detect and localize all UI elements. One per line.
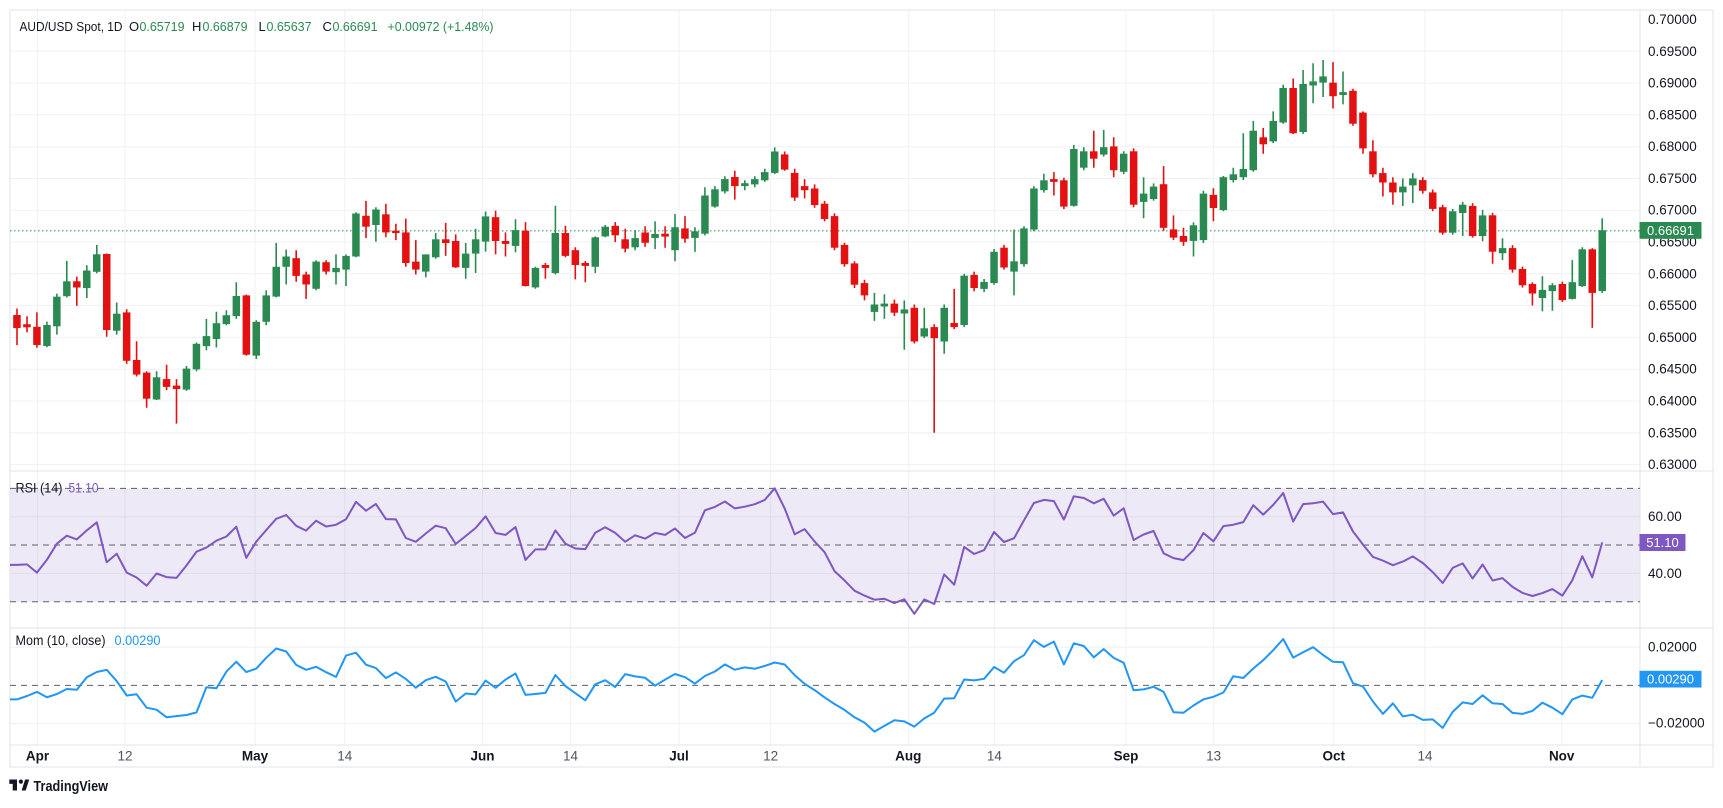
svg-text:0.00290: 0.00290 xyxy=(1647,672,1694,687)
svg-text:AUD/USD Spot, 1D: AUD/USD Spot, 1D xyxy=(20,19,123,34)
svg-text:−0.02000: −0.02000 xyxy=(1648,716,1705,731)
svg-text:0.66879: 0.66879 xyxy=(203,19,248,34)
svg-text:O: O xyxy=(129,19,139,34)
svg-text:0.67000: 0.67000 xyxy=(1648,203,1697,218)
svg-text:13: 13 xyxy=(1206,749,1221,764)
svg-text:0.63500: 0.63500 xyxy=(1648,425,1697,440)
svg-text:0.64500: 0.64500 xyxy=(1648,362,1697,377)
svg-text:14: 14 xyxy=(987,749,1003,764)
svg-text:Jul: Jul xyxy=(669,749,689,764)
svg-text:0.68000: 0.68000 xyxy=(1648,139,1697,154)
svg-text:TradingView: TradingView xyxy=(34,779,109,795)
svg-text:14: 14 xyxy=(337,749,353,764)
svg-text:0.65000: 0.65000 xyxy=(1648,330,1697,345)
svg-text:May: May xyxy=(242,749,269,764)
svg-text:Mom (10, close): Mom (10, close) xyxy=(16,633,106,648)
svg-text:0.00290: 0.00290 xyxy=(115,633,161,648)
svg-text:0.63000: 0.63000 xyxy=(1648,457,1697,472)
svg-text:0.65637: 0.65637 xyxy=(267,19,312,34)
svg-text:0.02000: 0.02000 xyxy=(1648,640,1697,655)
svg-text:Apr: Apr xyxy=(26,749,50,764)
svg-text:14: 14 xyxy=(1417,749,1433,764)
svg-text:0.65719: 0.65719 xyxy=(140,19,185,34)
svg-text:0.67500: 0.67500 xyxy=(1648,171,1697,186)
svg-text:0.69000: 0.69000 xyxy=(1648,76,1697,91)
svg-text:Nov: Nov xyxy=(1549,749,1575,764)
svg-text:0.66691: 0.66691 xyxy=(1647,223,1694,238)
svg-text:0.64000: 0.64000 xyxy=(1648,393,1697,408)
svg-text:40.00: 40.00 xyxy=(1648,566,1682,581)
svg-text:51.10: 51.10 xyxy=(69,481,99,496)
svg-text:60.00: 60.00 xyxy=(1648,509,1682,524)
svg-text:Sep: Sep xyxy=(1114,749,1139,764)
svg-text:0.68500: 0.68500 xyxy=(1648,107,1697,122)
svg-text:12: 12 xyxy=(763,749,778,764)
svg-text:Oct: Oct xyxy=(1323,749,1346,764)
svg-text:+0.00972 (+1.48%): +0.00972 (+1.48%) xyxy=(388,19,494,34)
svg-text:C: C xyxy=(323,19,332,34)
svg-text:14: 14 xyxy=(563,749,579,764)
svg-text:RSI (14): RSI (14) xyxy=(16,481,63,496)
svg-text:0.70000: 0.70000 xyxy=(1648,12,1697,27)
svg-text:12: 12 xyxy=(117,749,132,764)
svg-text:0.66691: 0.66691 xyxy=(333,19,378,34)
svg-text:Aug: Aug xyxy=(895,749,921,764)
svg-text:Jun: Jun xyxy=(470,749,494,764)
svg-text:L: L xyxy=(259,19,266,34)
svg-text:0.65500: 0.65500 xyxy=(1648,298,1697,313)
svg-text:H: H xyxy=(192,19,201,34)
svg-text:51.10: 51.10 xyxy=(1646,535,1679,550)
svg-text:0.66000: 0.66000 xyxy=(1648,266,1697,281)
svg-text:0.69500: 0.69500 xyxy=(1648,44,1697,59)
